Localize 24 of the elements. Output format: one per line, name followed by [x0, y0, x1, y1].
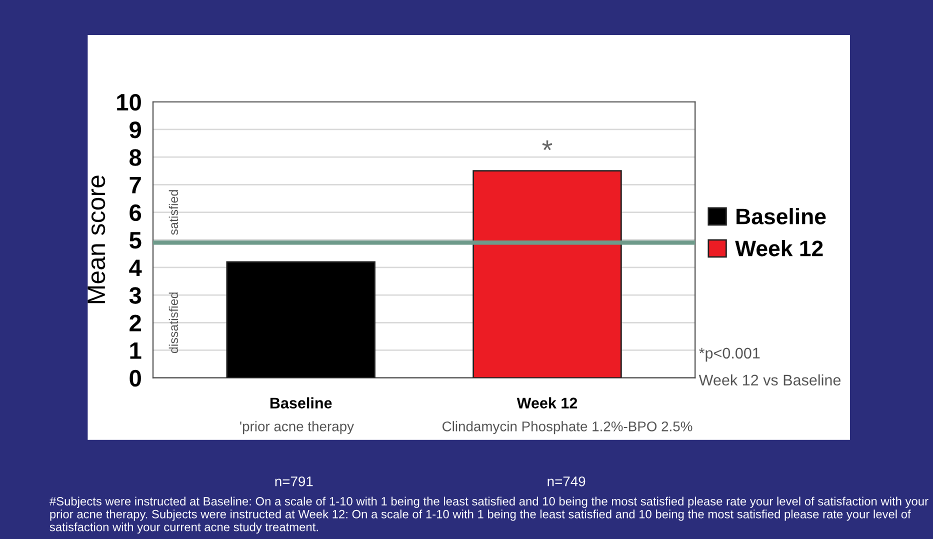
- y-tick-label: 5: [130, 232, 142, 249]
- text: Week 12 vs Baseline: [698, 374, 841, 386]
- annotation: satisfied: [168, 190, 178, 235]
- y-tick-label: 8: [130, 149, 142, 166]
- y-tick-label: 0: [130, 370, 141, 387]
- text: Clindamycin Phosphate 1.2%-BPO 2.5%: [442, 421, 692, 434]
- annotation: dissatisfied: [168, 292, 178, 354]
- y-tick-label: 10: [117, 94, 141, 111]
- y-tick-label: 3: [129, 287, 142, 304]
- text: *p<0.001: [699, 348, 760, 362]
- annotation: *: [542, 140, 552, 150]
- y-tick-label: 4: [129, 260, 142, 276]
- text: #Subjects were instructed at Baseline: On a scale of 1-10 with 1 being the least satisfied and 10 being the most satisfied please rate your level of satisfaction with your prior acne therapy. Subjects were instructed at Week 12: On a scale of 1-10 with 1 being the least satisfied and 10 being the most satisfied please rate your level of satisfaction with your current acne study treatment.: [50, 496, 928, 534]
- y-tick-label: 9: [130, 122, 142, 138]
- y-axis-title: Mean score: [88, 176, 106, 304]
- y-tick-label: 7: [130, 176, 141, 194]
- y-tick-label: 2: [130, 314, 141, 332]
- y-tick-label: 1: [130, 342, 142, 359]
- text: n=791: [275, 476, 313, 486]
- legend-label: Baseline: [736, 208, 826, 224]
- legend-label: Week 12: [735, 240, 823, 256]
- text: n=749: [548, 476, 586, 486]
- text: 'prior acne therapy: [240, 421, 354, 434]
- y-tick-label: 6: [130, 204, 142, 222]
